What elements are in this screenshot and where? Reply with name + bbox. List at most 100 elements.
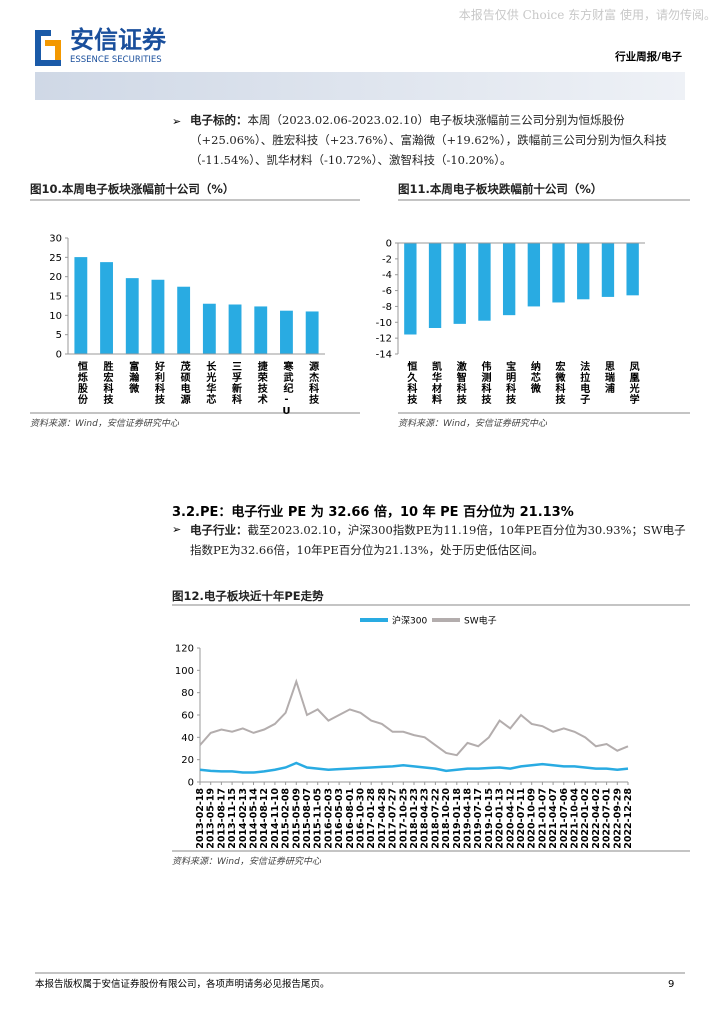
x-tick-label: 寒武纪-U xyxy=(281,360,294,418)
y-tick-label: 20 xyxy=(181,755,194,766)
x-tick-label: 2020-04-12 xyxy=(505,788,516,849)
legend-label: 沪深300 xyxy=(392,615,427,627)
y-tick-label: -4 xyxy=(382,270,392,281)
bar xyxy=(601,243,615,297)
y-tick-label: -12 xyxy=(376,334,392,345)
paragraph-text: 本周（2023.02.06-2023.02.10）电子板块涨幅前三公司分别为恒烁… xyxy=(190,113,667,167)
figure-title: 图11.本周电子板块跌幅前十公司（%） xyxy=(398,182,603,196)
paragraph-text: 截至2023.02.10，沪深300指数PE为11.19倍，10年PE百分位为3… xyxy=(190,523,686,557)
y-tick-label: 40 xyxy=(181,733,194,744)
x-tick-label: 2018-04-23 xyxy=(420,788,431,849)
x-tick-label: 宏微科技 xyxy=(553,360,566,405)
bar xyxy=(626,243,639,296)
watermark: 本报告仅供 Choice 东方财富 使用，请勿传阅。 xyxy=(458,8,716,22)
series-line xyxy=(199,761,629,774)
figure-source: 资料来源：Wind，安信证券研究中心 xyxy=(30,419,179,429)
x-tick-label: 2020-10-09 xyxy=(527,788,538,849)
x-tick-label: 2020-07-11 xyxy=(516,788,527,849)
page-number: 9 xyxy=(668,979,674,990)
y-tick-label: 0 xyxy=(188,778,194,789)
y-tick-label: 5 xyxy=(56,330,62,341)
x-tick-label: 凤凰光学 xyxy=(627,361,640,405)
x-tick-label: 2015-11-05 xyxy=(313,788,324,849)
x-tick-label: 长光华芯 xyxy=(204,360,217,405)
x-tick-label: 2016-08-01 xyxy=(345,788,356,849)
x-tick-label: 2019-07-17 xyxy=(473,788,484,849)
y-tick-label: 60 xyxy=(181,711,194,722)
x-tick-label: 纳芯微 xyxy=(528,360,541,394)
x-tick-label: 捷荣技术 xyxy=(255,360,268,405)
x-tick-label: 2016-02-03 xyxy=(323,788,334,849)
figure-title: 图10.本周电子板块涨幅前十公司（%） xyxy=(30,182,235,196)
bar xyxy=(502,243,516,316)
y-tick-label: 120 xyxy=(175,644,194,655)
logo-mark xyxy=(35,30,61,66)
x-tick-label: 2017-07-27 xyxy=(388,788,399,849)
bar xyxy=(404,243,417,335)
x-tick-label: 2021-04-07 xyxy=(548,788,559,849)
x-tick-label: 伟测科技 xyxy=(479,360,491,405)
bar xyxy=(125,278,139,354)
x-tick-label: 2015-05-09 xyxy=(291,788,302,849)
bullet: ➢ xyxy=(172,523,181,536)
x-tick-label: 2022-09-29 xyxy=(612,788,623,849)
y-tick-label: 25 xyxy=(49,253,62,264)
section-label: 行业周报/电子 xyxy=(614,50,682,63)
x-tick-label: 2021-01-07 xyxy=(537,788,548,849)
x-tick-label: 2022-04-02 xyxy=(591,788,602,849)
bar xyxy=(74,257,88,354)
y-tick-label: 0 xyxy=(386,239,392,250)
x-tick-label: 2019-04-18 xyxy=(463,788,474,849)
y-tick-label: -14 xyxy=(376,350,392,361)
logo-text: 安信证券 xyxy=(70,26,167,54)
x-tick-label: 凯华材料 xyxy=(430,360,442,405)
y-tick-label: 100 xyxy=(175,666,194,677)
x-tick-label: 2020-01-13 xyxy=(495,788,506,849)
x-tick-label: 2017-10-25 xyxy=(398,788,409,849)
paragraph: 电子标的：本周（2023.02.06-2023.02.10）电子板块涨幅前三公司… xyxy=(190,110,690,170)
bar xyxy=(254,306,268,354)
x-tick-label: 2018-10-20 xyxy=(441,788,452,849)
x-tick-label: 三孚新科 xyxy=(230,361,242,405)
paragraph-label: 电子行业： xyxy=(190,523,248,537)
figure-source: 资料来源：Wind，安信证券研究中心 xyxy=(398,419,547,429)
x-tick-label: 好利科技 xyxy=(152,360,165,405)
y-tick-label: 20 xyxy=(49,272,62,283)
y-tick-label: 10 xyxy=(49,311,62,322)
charts: 0 5 10 15 20 25 30 恒烁股份 胜宏科技 富瀚微 好利科技 茂硕电源 长光华芯 三孚新科 捷… xyxy=(49,234,645,849)
x-tick-label: 2019-10-15 xyxy=(484,788,495,849)
x-tick-label: 2021-07-06 xyxy=(559,788,570,849)
x-tick-label: 2014-02-13 xyxy=(238,788,249,849)
x-tick-label: 2017-04-28 xyxy=(377,788,388,849)
x-tick-label: 思瑞浦 xyxy=(602,361,614,394)
bar xyxy=(305,311,319,354)
x-tick-label: 2015-02-08 xyxy=(281,788,292,849)
y-tick-label: -2 xyxy=(382,254,392,265)
bar xyxy=(478,243,491,321)
x-tick-label: 2018-07-22 xyxy=(430,788,441,849)
x-tick-label: 2014-11-10 xyxy=(270,788,281,849)
bar xyxy=(100,262,113,354)
bar xyxy=(202,303,216,354)
bar xyxy=(577,243,590,300)
x-tick-label: 茂硕电源 xyxy=(178,360,190,405)
figure-title: 图12.电子板块近十年PE走势 xyxy=(172,589,324,603)
bar xyxy=(280,310,293,354)
bar xyxy=(527,243,541,307)
x-tick-label: 2013-02-18 xyxy=(195,788,206,849)
x-tick-label: 2013-11-15 xyxy=(227,788,238,849)
x-tick-label: 2021-10-04 xyxy=(570,788,581,849)
footer-text: 本报告版权属于安信证券股份有限公司，各项声明请务必见报告尾页。 xyxy=(35,978,330,990)
y-tick-label: 30 xyxy=(49,234,62,245)
logo-subtext: ESSENCE SECURITIES xyxy=(70,55,162,65)
x-tick-label: 恒久科技 xyxy=(405,360,418,405)
legend-label: SW电子 xyxy=(464,615,497,627)
x-tick-label: 激智科技 xyxy=(454,360,466,405)
bar xyxy=(552,243,565,303)
figure-source: 资料来源：Wind，安信证券研究中心 xyxy=(172,857,321,867)
x-tick-label: 2017-01-28 xyxy=(366,788,377,849)
paragraph: 电子行业：截至2023.02.10，沪深300指数PE为11.19倍，10年PE… xyxy=(190,520,690,560)
paragraph-label: 电子标的： xyxy=(190,113,248,127)
